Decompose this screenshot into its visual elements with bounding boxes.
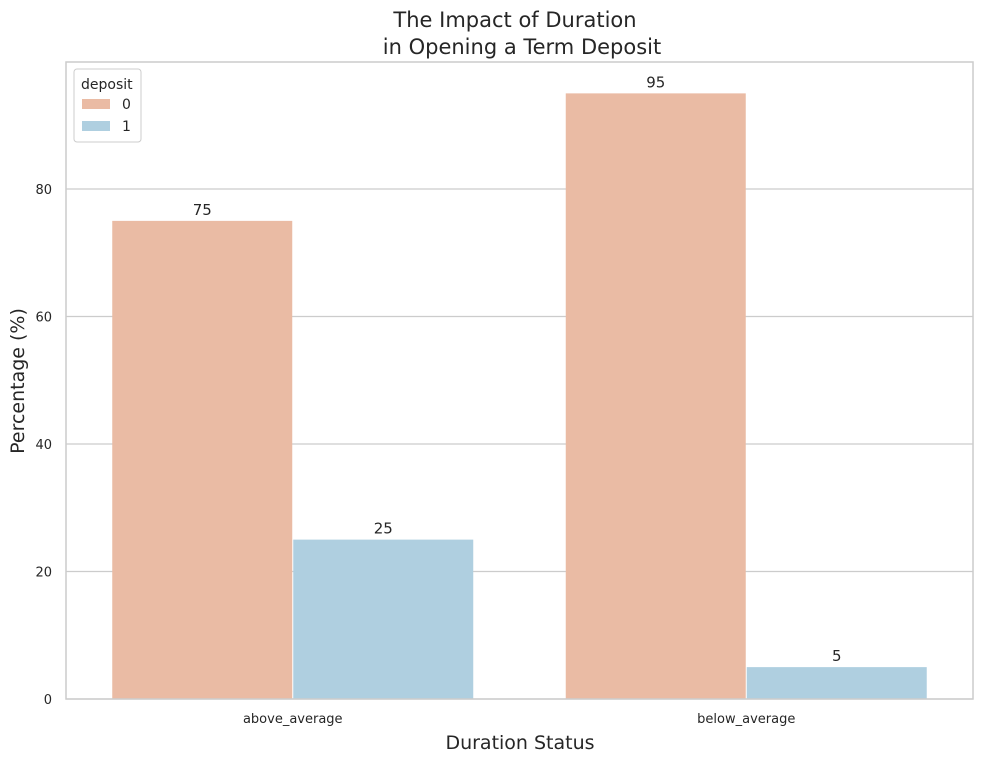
x-axis-label: Duration Status: [445, 732, 594, 754]
y-tick-label: 60: [35, 311, 52, 326]
data-labels: 75 25 95 5: [193, 73, 842, 665]
bar-below_average-series-1: [746, 667, 927, 699]
chart-title-line-2: in Opening a Term Deposit: [383, 35, 661, 59]
legend-label-1: 1: [122, 119, 131, 135]
y-axis-label: Percentage (%): [7, 308, 29, 454]
y-tick-label: 40: [35, 438, 52, 453]
x-tick-label-below_average: below_average: [697, 712, 795, 727]
chart-title-line-1: The Impact of Duration: [392, 8, 636, 32]
legend-swatch-1: [82, 121, 110, 131]
legend: deposit 0 1: [73, 68, 142, 143]
y-tick-label: 0: [44, 693, 52, 708]
y-tick-label: 80: [35, 183, 52, 198]
bar-above_average-series-0: [112, 220, 293, 699]
legend-swatch-0: [82, 99, 110, 109]
plot-frame: [65, 61, 974, 700]
data-label-below_average-series-1: 5: [832, 647, 842, 665]
y-tick-label: 20: [35, 566, 52, 581]
x-tick-labels: above_average below_average: [243, 712, 795, 727]
bars: [112, 93, 927, 699]
data-label-below_average-series-0: 95: [646, 73, 665, 91]
bar-below_average-series-0: [565, 93, 746, 699]
legend-title: deposit: [81, 77, 133, 93]
data-label-above_average-series-1: 25: [374, 520, 393, 538]
y-tick-labels: 0 20 40 60 80: [35, 183, 52, 708]
x-tick-label-above_average: above_average: [243, 712, 343, 727]
data-label-above_average-series-0: 75: [193, 201, 212, 219]
bar-above_average-series-1: [293, 539, 474, 699]
legend-label-0: 0: [122, 97, 131, 113]
